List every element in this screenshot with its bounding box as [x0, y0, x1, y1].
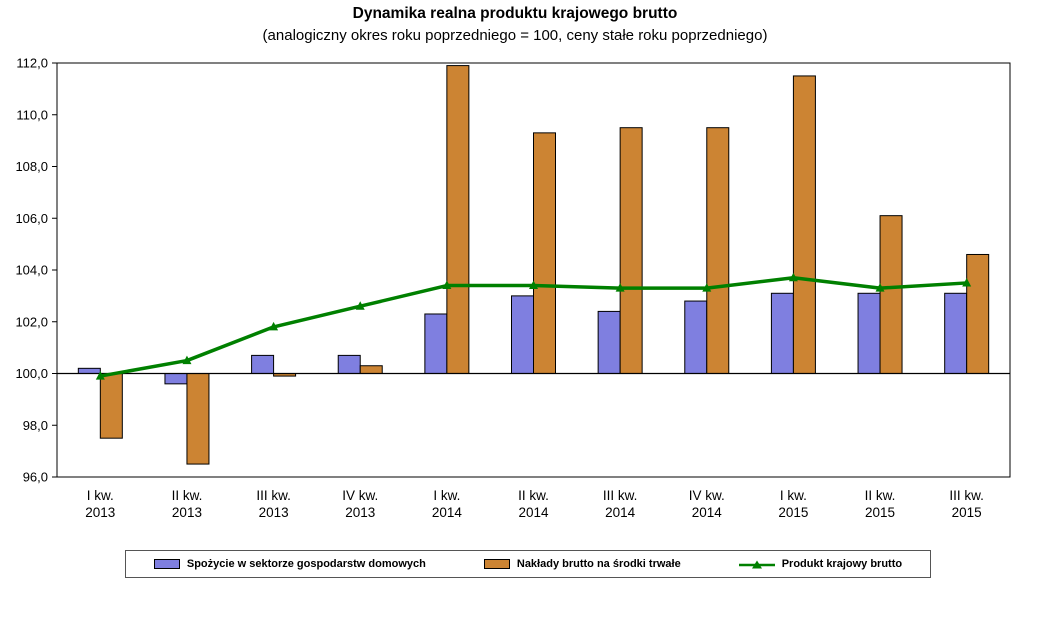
y-axis-tick-label: 110,0	[16, 107, 48, 122]
consumption-bar	[164, 373, 188, 385]
gdp-line-marker-icon	[95, 371, 105, 380]
gdp-line-marker-icon	[615, 283, 625, 292]
y-axis-tick-label: 104,0	[15, 263, 48, 278]
x-axis-label-quarter: I kw.	[433, 488, 460, 503]
title-block: Dynamika realna produktu krajowego brutt…	[0, 0, 1030, 47]
consumption-bar	[511, 295, 534, 375]
y-axis-tick-label: 102,0	[15, 314, 48, 329]
x-axis-label-year: 2014	[432, 505, 463, 520]
x-axis-label-year: 2014	[518, 505, 549, 520]
investment-bar	[966, 254, 990, 375]
x-axis-label-year: 2015	[778, 505, 808, 520]
x-axis-label-quarter: II kw.	[518, 488, 549, 503]
x-axis-label-year: 2013	[259, 505, 289, 520]
y-axis-tick-label: 100,0	[15, 366, 48, 381]
gdp-line-marker-icon	[875, 283, 885, 292]
consumption-bar	[857, 293, 881, 375]
investment-bar	[792, 75, 816, 375]
consumption-bar	[684, 300, 708, 375]
legend-row: Spożycie w sektorze gospodarstw domowych…	[0, 550, 1056, 579]
x-axis-label-quarter: II kw.	[865, 488, 896, 503]
x-axis-label-quarter: III kw.	[256, 488, 291, 503]
consumption-bar	[770, 293, 794, 375]
x-axis-label-quarter: I kw.	[780, 488, 807, 503]
investment-bar-swatch-icon	[483, 559, 510, 570]
gdp-line-marker-icon	[529, 280, 538, 290]
consumption-bar	[337, 355, 361, 375]
x-axis-label-quarter: I kw.	[87, 488, 114, 503]
x-axis-label-year: 2015	[865, 505, 895, 520]
gdp-line-swatch-icon	[738, 558, 775, 570]
legend-label-gdp: Produkt krajowy brutto	[781, 558, 903, 571]
gdp-combo-chart: 96,0 98,0 100,0 102,0 104,0 106,0 108,0 110,0 11…	[15, 56, 1011, 520]
legend-item-investment: Nakłady brutto na środki trwałe	[483, 558, 681, 571]
consumption-bar	[944, 293, 968, 375]
investment-bar	[619, 127, 643, 375]
investment-bar	[99, 373, 123, 439]
legend-item-consumption: Spożycie w sektorze gospodarstw domowych	[153, 558, 426, 571]
consumption-bar	[251, 355, 275, 375]
chart-subtitle: (analogiczny okres roku poprzedniego = 1…	[262, 27, 768, 45]
consumption-bar-swatch-icon	[153, 559, 180, 570]
y-axis-tick-label: 106,0	[15, 211, 48, 226]
x-axis-label-year: 2013	[345, 505, 375, 520]
consumption-bar	[597, 311, 621, 375]
gdp-line-marker-icon	[355, 301, 365, 310]
y-axis-tick-label: 112,0	[16, 56, 48, 71]
consumption-bar	[424, 313, 448, 375]
consumption-bar	[77, 368, 101, 375]
x-axis-label-quarter: III kw.	[603, 488, 638, 503]
gdp-line-marker-icon	[702, 283, 712, 292]
x-axis-label-year: 2013	[172, 505, 202, 520]
y-axis-tick-label: 96,0	[23, 470, 48, 485]
investment-bar	[879, 215, 903, 375]
legend-label-investment: Nakłady brutto na środki trwałe	[516, 558, 681, 571]
legend-label-consumption: Spożycie w sektorze gospodarstw domowych	[186, 558, 426, 571]
x-axis-label-quarter: IV kw.	[342, 488, 378, 503]
investment-bar	[186, 373, 210, 465]
chart-legend: Spożycie w sektorze gospodarstw domowych…	[124, 550, 932, 579]
x-axis-label-year: 2014	[605, 505, 636, 520]
y-axis-tick-label: 98,0	[23, 418, 48, 433]
x-axis-label-year: 2015	[952, 505, 982, 520]
legend-item-gdp: Produkt krajowy brutto	[738, 558, 903, 571]
investment-bar	[533, 132, 556, 375]
gdp-line-marker-icon	[442, 280, 452, 290]
x-axis-label-year: 2014	[692, 505, 723, 520]
x-axis-label-year: 2013	[85, 505, 115, 520]
gdp-line-marker-icon	[269, 322, 279, 331]
investment-bar	[706, 127, 730, 375]
investment-bar	[446, 65, 470, 375]
x-axis-label-quarter: III kw.	[949, 488, 984, 503]
chart-title: Dynamika realna produktu krajowego brutt…	[352, 5, 678, 22]
x-axis-label-quarter: II kw.	[172, 488, 203, 503]
investment-bar	[359, 365, 383, 375]
gdp-line-marker-icon	[182, 355, 192, 365]
gdp-line-marker-icon	[788, 272, 798, 282]
y-axis-tick-label: 108,0	[15, 159, 48, 174]
x-axis-label-quarter: IV kw.	[689, 488, 725, 503]
gdp-line-marker-icon	[962, 278, 972, 287]
